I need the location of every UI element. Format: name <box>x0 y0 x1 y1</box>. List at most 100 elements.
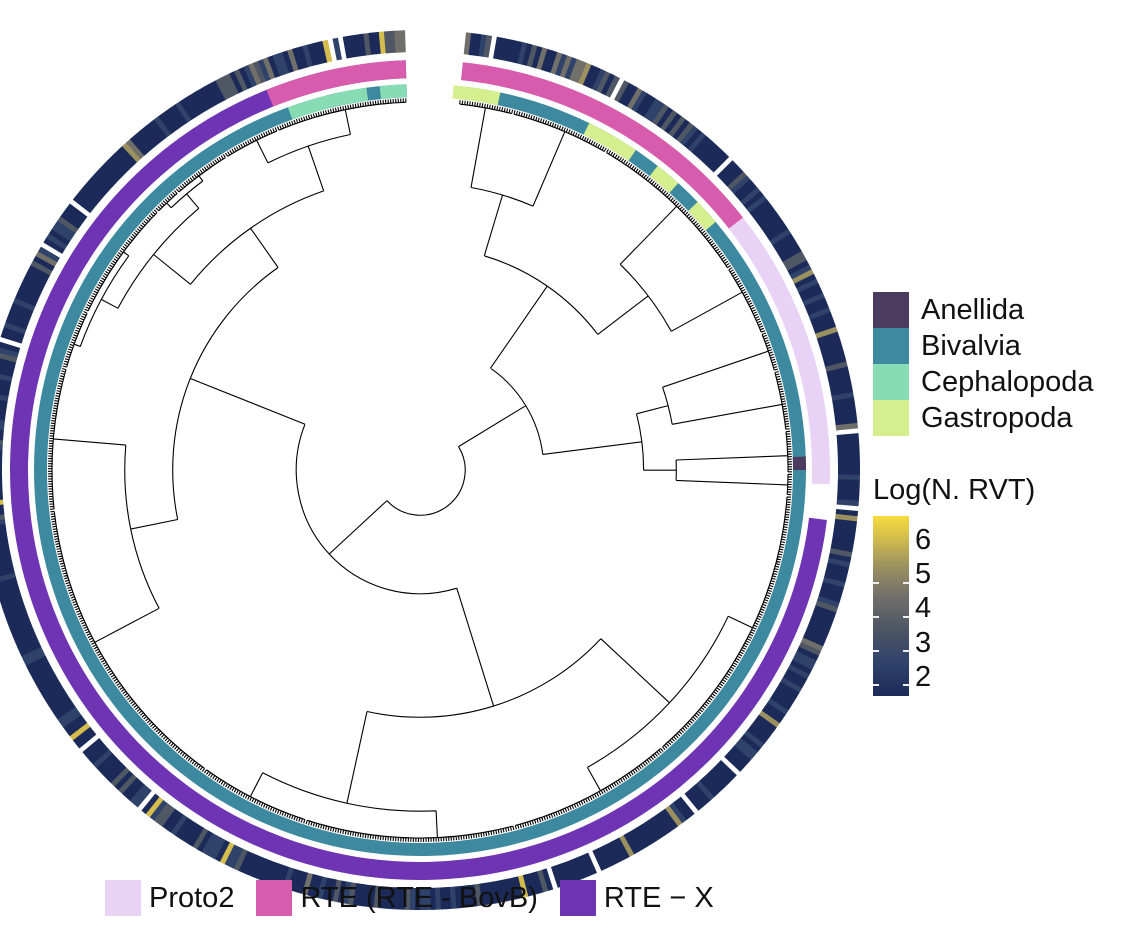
rvt-ring-cell <box>201 832 217 855</box>
rvt-ring-cell <box>252 60 267 84</box>
rvt-ring-cell <box>596 71 611 94</box>
rvt-ring-cell <box>383 886 391 909</box>
rvt-ring-cell <box>614 80 630 103</box>
rvt-ring-cell <box>238 850 253 874</box>
rvt-ring-cell <box>829 381 853 392</box>
rvt-ring-cell <box>834 518 857 527</box>
clade-ring-segment <box>688 201 716 231</box>
rvt-ring-cell <box>45 690 68 707</box>
clade-legend-item-bivalvia: Bivalvia <box>873 328 1094 364</box>
rvt-ring-cell <box>730 745 751 765</box>
rvt-ring-cell <box>640 822 657 844</box>
rvt-ring-cell <box>810 311 833 325</box>
rvt-ring-cell <box>720 164 741 184</box>
rvt-ring-cell <box>578 854 593 878</box>
rvt-ring-cell <box>522 873 534 897</box>
rvt-ring-cell <box>836 433 859 441</box>
rvt-ring-cell <box>145 796 164 818</box>
rvt-ring-cell <box>531 45 543 69</box>
rvt-ring-cell <box>0 373 13 382</box>
rvt-ring-cell <box>306 873 318 897</box>
rvt-ring-cell <box>40 681 63 698</box>
rvt-ring-cell <box>517 42 528 65</box>
rvt-ring-cell <box>96 167 117 187</box>
rvt-ring-cell <box>0 459 3 466</box>
rvt-ring-cell <box>676 122 695 144</box>
rvt-ring-cell <box>758 710 780 728</box>
rvt-ring-cell <box>831 391 854 402</box>
rvt-ring-cell <box>175 101 192 123</box>
rvt-ring-cell <box>808 307 831 321</box>
rvt-ring-cell <box>292 47 304 71</box>
rvt-ring-cell <box>228 846 244 869</box>
rvt-ring-cell <box>7 614 30 628</box>
rvt-ring-cell <box>819 586 843 598</box>
family-legend-label: RTE − X <box>603 881 714 914</box>
rvt-ring-cell <box>183 95 201 118</box>
rvt-ring-cell <box>243 852 257 876</box>
rvt-ring-cell <box>652 814 670 836</box>
rvt-ring-cell <box>837 474 860 481</box>
rvt-ring-cell <box>727 171 748 191</box>
rvt-ring-cell <box>404 887 411 910</box>
rvt-ring-cell <box>755 207 777 225</box>
rvt-ring-cell <box>187 825 205 847</box>
rvt-ring-cell <box>429 887 436 910</box>
rvt-ring-cell <box>326 878 337 902</box>
rvt-ring-cell <box>592 848 607 871</box>
rvt-ring-cell <box>737 737 758 757</box>
rte-x-swatch <box>559 880 596 916</box>
rvt-ring-cell <box>0 434 4 441</box>
rvt-ring-cell <box>536 869 549 893</box>
rvt-ring-cell <box>205 835 222 858</box>
rvt-ring-cell <box>836 499 859 507</box>
rvt-ring-cell <box>512 876 524 899</box>
rvt-ring-cell <box>794 273 817 289</box>
rvt-ring-cell <box>247 854 262 878</box>
rvt-ring-cell <box>444 886 452 910</box>
rvt-ring-cell <box>9 307 32 321</box>
rvt-ring-cell <box>0 572 17 582</box>
family-legend-label: Proto2 <box>149 881 235 914</box>
rvt-ring-cell <box>639 95 657 118</box>
rvt-ring-cell <box>833 528 856 538</box>
rvt-ring-cell <box>730 175 751 195</box>
rvt-ring-cell <box>837 448 860 456</box>
rvt-tickmark <box>873 684 879 686</box>
rvt-ring-cell <box>780 677 803 693</box>
rvt-ring-cell <box>813 605 837 618</box>
rvt-ring-cell <box>48 228 71 246</box>
rvt-ring-cell <box>114 149 134 170</box>
rvt-ring-cell <box>347 882 357 905</box>
rvt-tickmark <box>903 650 909 652</box>
rvt-ring-cell <box>0 368 14 377</box>
rvt-ring-cell <box>233 68 249 92</box>
rvt-ring-cell <box>35 673 58 689</box>
rvt-ring-cell <box>498 879 509 903</box>
rvt-ring-cell <box>536 47 548 71</box>
rvt-ring-cell <box>703 773 723 794</box>
rvt-ring-cell <box>393 887 401 910</box>
rvt-ring-cell <box>743 191 764 210</box>
rvt-ring-cell <box>60 211 82 230</box>
rvt-ring-cell <box>468 32 477 56</box>
rvt-ring-cell <box>789 264 812 280</box>
rvt-ring-cell <box>483 35 493 58</box>
rvt-ring-cell <box>819 341 843 353</box>
rvt-ring-cell <box>149 799 168 821</box>
clade-legend: Anellida Bivalvia Cephalopoda Gastropoda <box>873 292 1094 436</box>
rvt-ring-cell <box>106 763 127 784</box>
rvt-ring-cell <box>816 331 840 344</box>
rvt-ring-cell <box>51 698 73 716</box>
rvt-ring-cell <box>110 153 131 173</box>
rvt-ring-cell <box>569 58 583 82</box>
rvt-ring-cell <box>75 730 97 749</box>
rvt-ring-cell <box>774 237 797 254</box>
rvt-ring-cell <box>9 619 32 633</box>
rvt-ring-cell <box>672 799 691 821</box>
rvt-ring-cell <box>772 233 794 250</box>
rvt-ring-cell <box>716 160 737 180</box>
rvt-ring-cell <box>267 55 281 78</box>
rvt-ring-cell <box>578 62 592 86</box>
rvt-ring-cell <box>702 145 722 166</box>
